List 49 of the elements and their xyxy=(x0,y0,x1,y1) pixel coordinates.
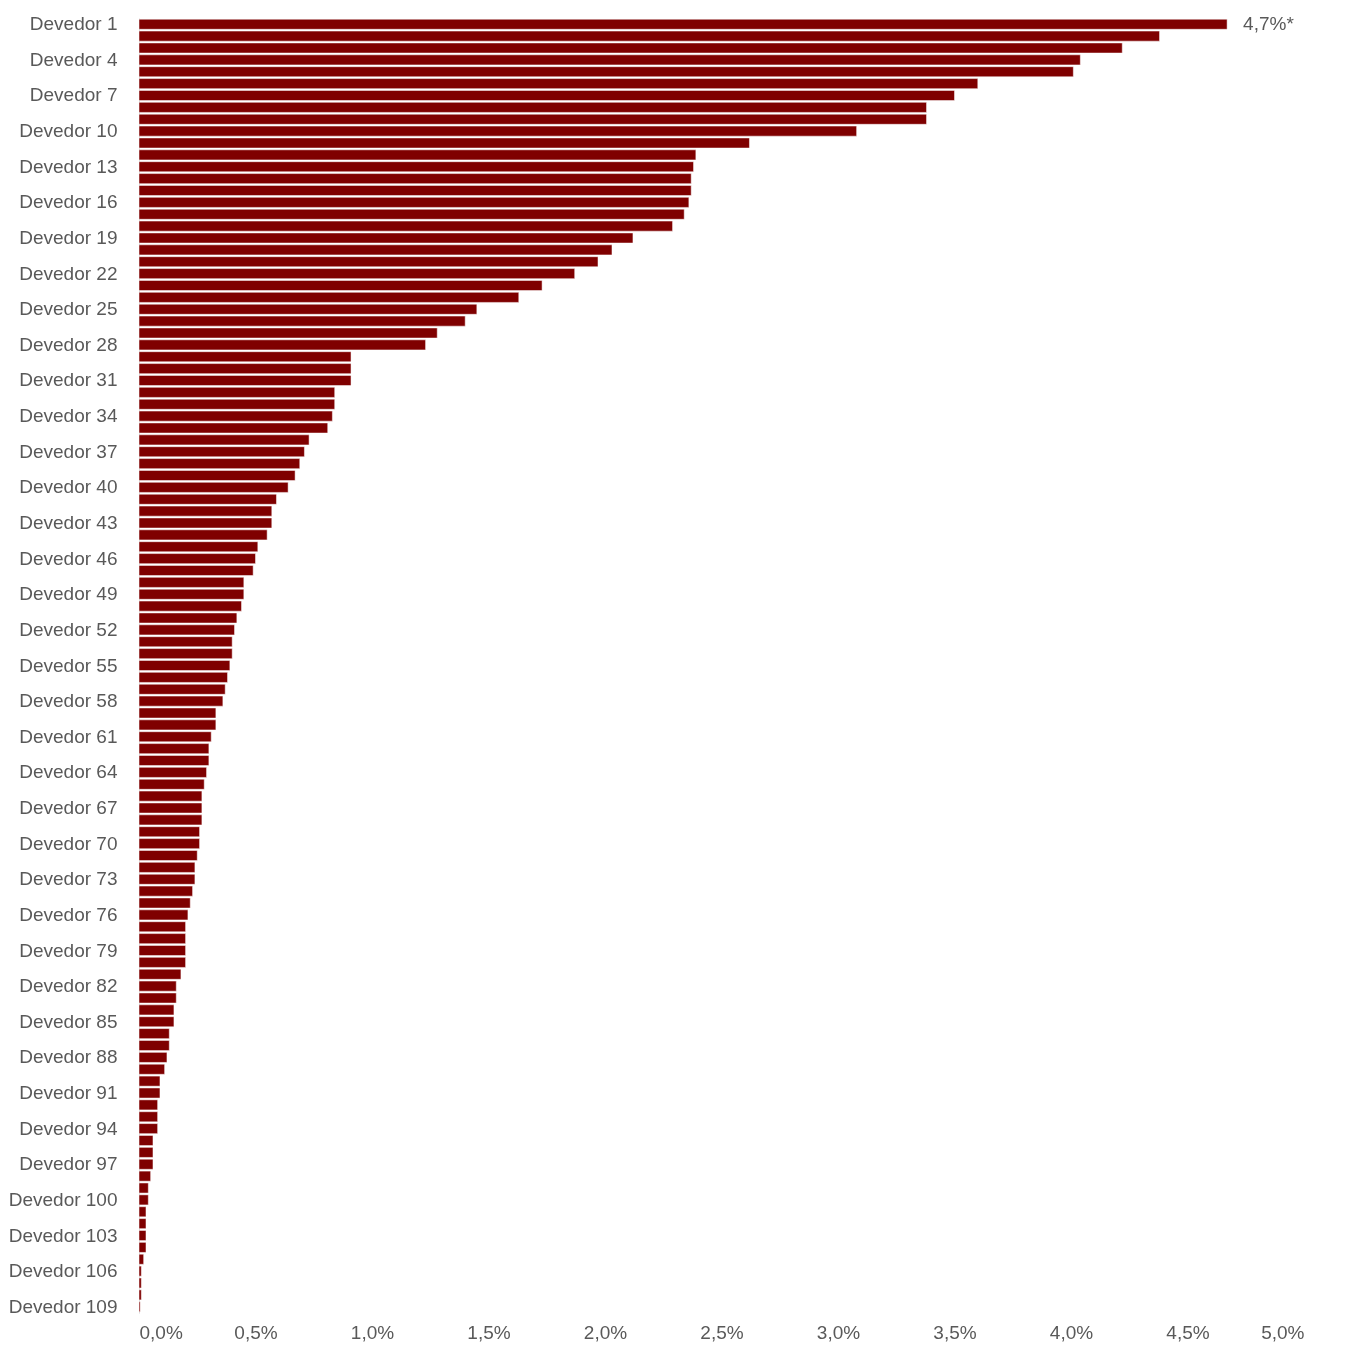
y-tick-label: Devedor 109 xyxy=(8,1295,118,1317)
x-tick-label: 5,0% xyxy=(1261,1321,1305,1343)
y-tick-label: Devedor 19 xyxy=(19,226,118,248)
y-tick-label: Devedor 28 xyxy=(19,333,118,355)
y-tick-label: Devedor 43 xyxy=(19,512,118,533)
y-tick-label: Devedor 82 xyxy=(19,975,118,997)
y-tick-label: Devedor 97 xyxy=(19,1153,118,1175)
y-tick-label: Devedor 106 xyxy=(8,1260,118,1282)
y-tick-label: Devedor 67 xyxy=(19,797,118,818)
y-tick-label: Devedor 70 xyxy=(19,832,118,854)
x-tick-label: 3,5% xyxy=(933,1321,977,1343)
y-tick-label: Devedor 79 xyxy=(19,939,118,961)
y-tick-label: Devedor 94 xyxy=(19,1117,118,1139)
y-tick-label: Devedor 103 xyxy=(8,1224,118,1246)
data-label: 4,7%* xyxy=(1243,13,1295,35)
y-tick-label: Devedor 73 xyxy=(19,868,118,890)
y-tick-label: Devedor 49 xyxy=(19,583,118,605)
x-tick-label: 1,5% xyxy=(467,1321,511,1343)
y-tick-label: Devedor 76 xyxy=(19,903,118,925)
x-tick-label: 4,0% xyxy=(1049,1321,1094,1343)
x-tick-label: 3,0% xyxy=(816,1321,861,1343)
y-tick-label: Devedor 31 xyxy=(19,369,118,391)
y-tick-label: Devedor 7 xyxy=(29,84,118,106)
y-tick-label: Devedor 55 xyxy=(19,654,118,676)
y-tick-label: Devedor 1 xyxy=(29,13,118,35)
y-tick-label: Devedor 40 xyxy=(19,476,118,498)
x-tick-label: 0,5% xyxy=(234,1321,278,1343)
y-tick-label: Devedor 61 xyxy=(19,725,118,747)
y-tick-label: Devedor 10 xyxy=(19,120,118,142)
y-tick-label: Devedor 25 xyxy=(19,298,118,320)
x-tick-label: 2,0% xyxy=(583,1321,628,1343)
y-tick-label: Devedor 22 xyxy=(19,262,118,284)
y-tick-label: Devedor 37 xyxy=(19,440,118,462)
y-tick-label: Devedor 4 xyxy=(29,48,118,70)
y-tick-label: Devedor 91 xyxy=(19,1082,118,1104)
x-tick-label: 0,0% xyxy=(139,1321,183,1343)
y-tick-label: Devedor 85 xyxy=(19,1010,118,1032)
y-tick-label: Devedor 16 xyxy=(19,191,118,213)
x-tick-label: 1,0% xyxy=(350,1321,395,1343)
x-tick-label: 4,5% xyxy=(1166,1321,1210,1343)
x-tick-label: 2,5% xyxy=(700,1321,744,1343)
y-tick-label: Devedor 34 xyxy=(19,405,118,427)
y-tick-label: Devedor 13 xyxy=(19,155,118,177)
y-tick-label: Devedor 58 xyxy=(19,690,118,712)
y-tick-label: Devedor 46 xyxy=(19,547,118,569)
y-tick-label: Devedor 88 xyxy=(19,1046,118,1068)
y-tick-label: Devedor 52 xyxy=(19,618,118,640)
y-tick-label: Devedor 100 xyxy=(8,1188,118,1210)
y-tick-label: Devedor 64 xyxy=(19,761,118,783)
